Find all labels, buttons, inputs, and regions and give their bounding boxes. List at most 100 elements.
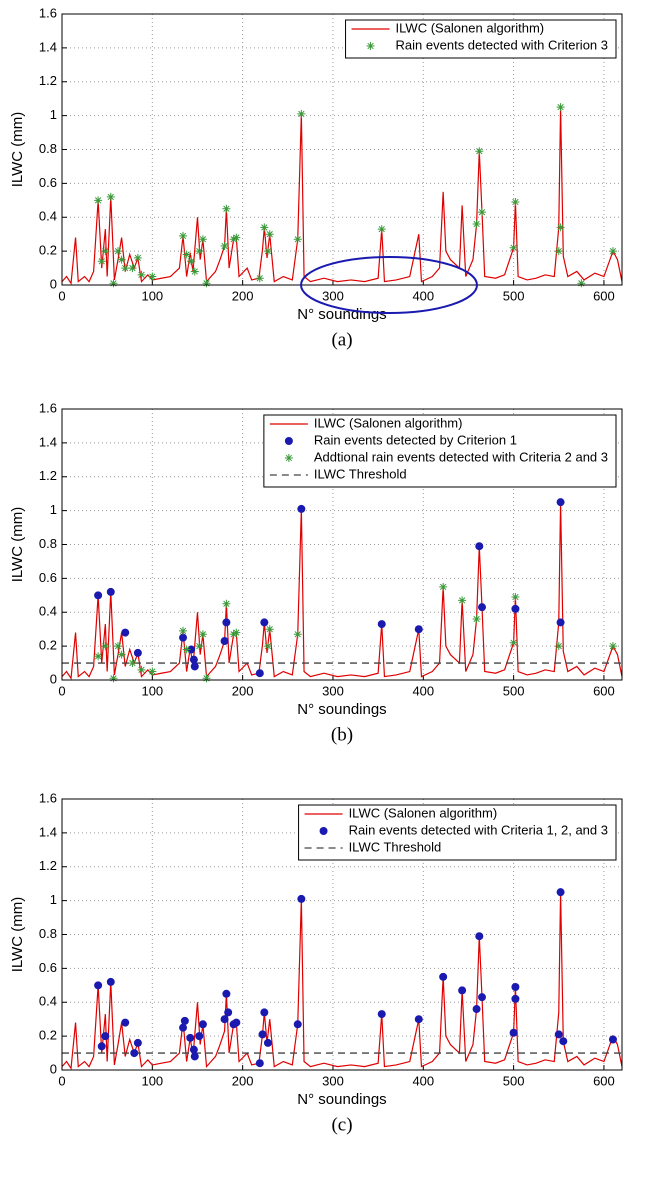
star-point: [198, 235, 207, 244]
legend-label: ILWC (Salonen algorithm): [314, 415, 463, 430]
star-point: [222, 204, 231, 213]
y-tick-label: 0.4: [39, 604, 57, 619]
y-tick-label: 1.6: [39, 790, 57, 805]
chart-title: (a): [331, 329, 352, 350]
star-point: [182, 645, 191, 654]
point: [439, 972, 448, 981]
star-point: [106, 192, 115, 201]
x-tick-label: 400: [412, 683, 434, 698]
point: [509, 1028, 518, 1037]
y-axis-label: ILWC (mm): [9, 897, 26, 973]
point: [559, 1037, 568, 1046]
x-tick-label: 100: [141, 683, 163, 698]
data-line: [61, 107, 623, 286]
star-point: [137, 270, 146, 279]
point: [478, 993, 486, 1002]
y-tick-label: 1: [50, 892, 57, 907]
x-tick-label: 0: [58, 1073, 65, 1088]
y-tick-label: 0: [50, 1061, 57, 1076]
point: [190, 662, 199, 671]
legend: ILWC (Salonen algorithm) Rain events dete…: [263, 414, 617, 488]
point: [94, 591, 103, 600]
y-tick-label: 0.2: [39, 638, 57, 653]
point: [297, 894, 306, 903]
point: [263, 1038, 272, 1047]
point: [377, 1010, 386, 1019]
star-point: [265, 230, 274, 239]
y-tick-label: 1.6: [39, 5, 57, 20]
chart-title: (b): [331, 724, 353, 745]
star-point: [475, 147, 484, 156]
legend-swatch: [284, 454, 293, 462]
point: [511, 604, 520, 613]
x-axis-label: N° soundings: [297, 701, 386, 718]
y-tick-label: 0.8: [39, 536, 57, 551]
star-point: [229, 630, 238, 639]
point: [556, 888, 565, 897]
x-tick-label: 400: [412, 288, 434, 303]
legend-swatch: [284, 437, 293, 445]
x-axis-label: N° soundings: [297, 1091, 386, 1108]
point: [97, 1042, 106, 1051]
star-point: [472, 220, 481, 229]
point: [260, 618, 269, 627]
star-point: [509, 638, 518, 647]
star-point: [202, 674, 211, 683]
point: [189, 655, 198, 664]
axes-frame: [61, 408, 623, 681]
point: [133, 648, 142, 657]
legend-label: ILWC Threshold: [314, 466, 407, 481]
star-point: [190, 267, 199, 276]
star-point: [187, 257, 196, 266]
point: [198, 1020, 207, 1029]
point: [179, 633, 188, 642]
y-tick-label: 0.2: [39, 243, 57, 258]
x-tick-label: 400: [412, 1073, 434, 1088]
point: [130, 1049, 139, 1058]
star-point: [128, 264, 137, 273]
x-tick-label: 300: [322, 288, 344, 303]
legend-label: ILWC (Salonen algorithm): [396, 20, 545, 35]
point: [255, 1059, 264, 1068]
point: [458, 986, 467, 995]
star-point: [293, 235, 302, 244]
star-point: [472, 615, 481, 624]
point: [554, 1030, 563, 1039]
y-tick-label: 1: [50, 107, 57, 122]
star-point: [94, 652, 103, 661]
star-point: [439, 582, 448, 591]
point: [556, 498, 565, 507]
star-point: [179, 626, 188, 635]
y-tick-label: 0.4: [39, 994, 57, 1009]
legend-label: Rain events detected with Criteria 1, 2,…: [349, 822, 608, 837]
legend-label: ILWC (Salonen algorithm): [349, 805, 498, 820]
legend-label: ILWC Threshold: [349, 839, 442, 854]
point: [511, 994, 520, 1003]
star-point: [148, 272, 157, 281]
point: [222, 618, 231, 627]
star-point: [511, 198, 520, 207]
y-tick-label: 1.6: [39, 400, 57, 415]
legend-swatch: [366, 42, 375, 50]
point: [106, 977, 115, 986]
point: [121, 628, 130, 637]
point: [608, 1035, 617, 1044]
x-tick-label: 300: [322, 683, 344, 698]
point: [133, 1038, 142, 1047]
point: [478, 603, 486, 612]
x-tick-label: 200: [232, 1073, 254, 1088]
legend-label: Rain events detected with Criterion 3: [396, 37, 608, 52]
point: [220, 1015, 229, 1024]
star-point: [377, 225, 386, 234]
point: [106, 587, 115, 596]
legend-swatch: [319, 827, 328, 835]
y-tick-label: 1.4: [39, 39, 57, 54]
y-tick-label: 0.8: [39, 926, 57, 941]
point: [121, 1018, 130, 1027]
y-tick-label: 1: [50, 502, 57, 517]
star-point: [478, 208, 486, 217]
x-tick-label: 600: [593, 1073, 615, 1088]
star-point: [255, 274, 264, 283]
x-tick-label: 0: [58, 683, 65, 698]
